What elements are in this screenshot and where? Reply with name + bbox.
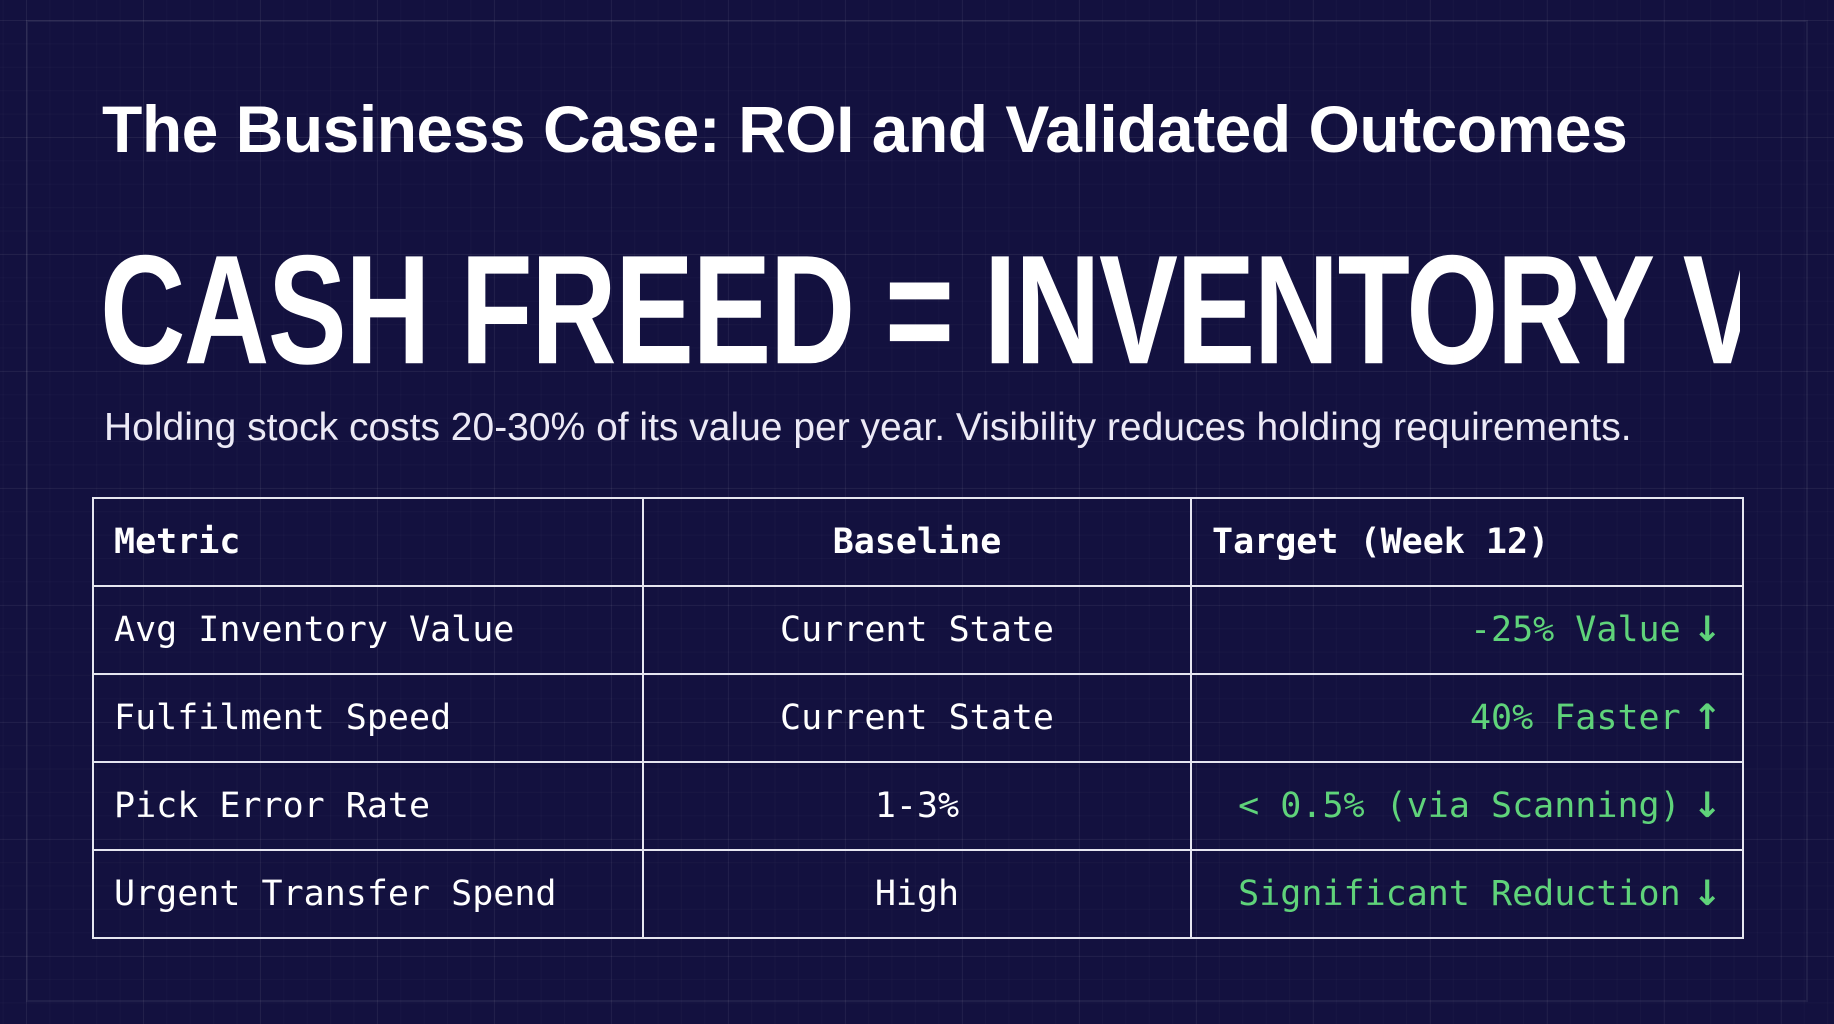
target-cell: Significant Reduction ↓ (1190, 849, 1744, 939)
baseline-cell: High (642, 849, 1192, 939)
target-value: 40% Faster (1469, 698, 1681, 738)
subtitle: Holding stock costs 20-30% of its value … (104, 406, 1632, 449)
header-baseline: Baseline (642, 497, 1192, 587)
table-row: Urgent Transfer Spend High Significant R… (92, 849, 1744, 939)
table-row: Avg Inventory Value Current State -25% V… (92, 585, 1744, 675)
table-row: Fulfilment Speed Current State 40% Faste… (92, 673, 1744, 763)
metrics-table: Metric Baseline Target (Week 12) Avg Inv… (92, 497, 1744, 939)
metric-cell: Fulfilment Speed (92, 673, 644, 763)
target-value: Significant Reduction (1238, 874, 1681, 914)
arrow-down-icon: ↓ (1692, 786, 1722, 826)
target-cell: 40% Faster ↑ (1190, 673, 1744, 763)
table-header-row: Metric Baseline Target (Week 12) (92, 497, 1744, 587)
slide-frame (26, 20, 1808, 1002)
metric-cell: Urgent Transfer Spend (92, 849, 644, 939)
target-value: -25% Value (1469, 610, 1681, 650)
table-row: Pick Error Rate 1-3% < 0.5% (via Scannin… (92, 761, 1744, 851)
metric-cell: Pick Error Rate (92, 761, 644, 851)
arrow-up-icon: ↑ (1692, 698, 1722, 738)
baseline-cell: Current State (642, 673, 1192, 763)
arrow-down-icon: ↓ (1692, 610, 1722, 650)
header-target: Target (Week 12) (1190, 497, 1744, 587)
target-value: < 0.5% (via Scanning) (1238, 786, 1681, 826)
target-cell: -25% Value ↓ (1190, 585, 1744, 675)
formula-text: CASH FREED = INVENTORY VALUE × 25% REDUC… (100, 232, 1740, 382)
page-title: The Business Case: ROI and Validated Out… (102, 92, 1628, 166)
target-cell: < 0.5% (via Scanning) ↓ (1190, 761, 1744, 851)
baseline-cell: Current State (642, 585, 1192, 675)
metric-cell: Avg Inventory Value (92, 585, 644, 675)
formula-headline: CASH FREED = INVENTORY VALUE × 25% REDUC… (100, 232, 1740, 382)
baseline-cell: 1-3% (642, 761, 1192, 851)
arrow-down-icon: ↓ (1692, 874, 1722, 914)
header-metric: Metric (92, 497, 644, 587)
